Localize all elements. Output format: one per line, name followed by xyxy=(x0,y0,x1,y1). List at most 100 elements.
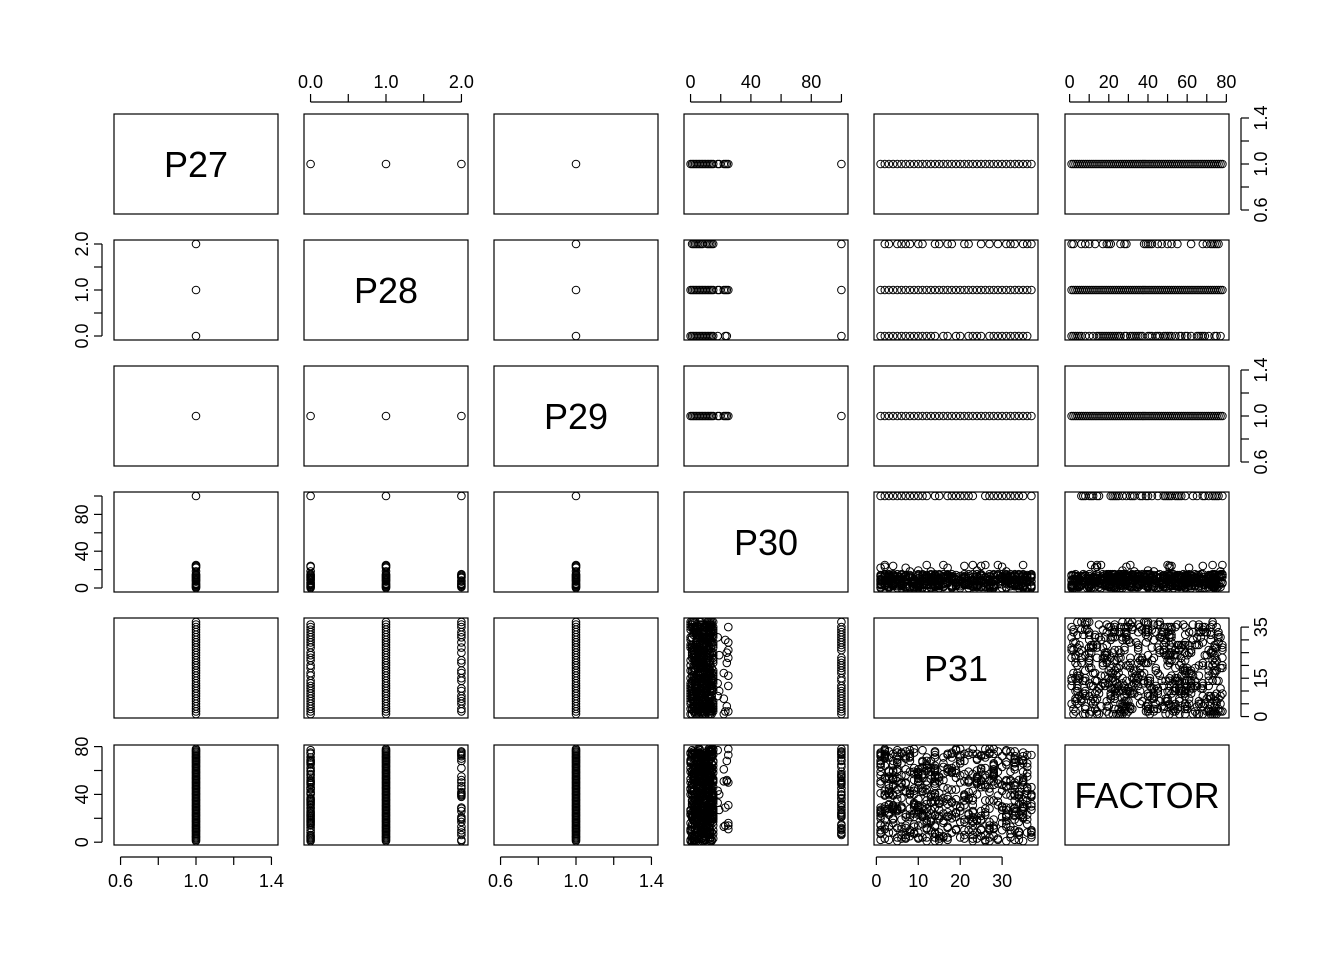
data-point xyxy=(1192,331,1202,341)
data-point xyxy=(876,491,885,501)
data-point xyxy=(696,696,706,706)
data-point xyxy=(880,491,890,501)
data-point xyxy=(1010,411,1020,421)
tick-label: 0.6 xyxy=(488,871,513,891)
data-point xyxy=(1088,577,1098,586)
data-point xyxy=(1175,285,1184,295)
data-point xyxy=(695,699,704,709)
data-point xyxy=(1149,567,1159,576)
data-point xyxy=(708,653,718,663)
data-point xyxy=(686,411,695,421)
data-point xyxy=(1090,159,1100,169)
data-point xyxy=(918,745,927,755)
data-point xyxy=(1027,239,1036,249)
panel-FACTOR-vs-P31 xyxy=(873,744,1039,846)
data-point xyxy=(1206,411,1215,421)
data-point xyxy=(837,331,846,341)
data-point xyxy=(721,635,730,645)
data-point xyxy=(909,580,919,589)
data-point xyxy=(306,633,315,642)
data-point xyxy=(985,239,994,249)
data-point xyxy=(306,650,315,660)
panel-FACTOR-vs-P27 xyxy=(113,744,279,846)
tick-label: 0 xyxy=(1251,712,1271,722)
panel-P29-vs-P29: P29 xyxy=(493,365,659,467)
tick-label: 60 xyxy=(1177,72,1197,92)
panel-P30-vs-P27 xyxy=(113,491,279,593)
data-point xyxy=(714,650,724,660)
data-point xyxy=(897,580,906,590)
data-point xyxy=(687,676,697,686)
data-point xyxy=(705,635,715,645)
panel-P31-vs-P31: P31 xyxy=(873,617,1039,719)
data-point xyxy=(1110,285,1119,295)
tick-label: 20 xyxy=(1099,72,1119,92)
data-point xyxy=(1186,159,1196,169)
data-point xyxy=(939,579,948,588)
data-point xyxy=(993,580,1003,589)
data-point xyxy=(1124,159,1133,169)
data-point xyxy=(191,650,201,660)
data-point xyxy=(1022,331,1032,341)
data-point xyxy=(571,694,581,704)
tick-label: 0.0 xyxy=(298,72,323,92)
data-point xyxy=(381,704,391,714)
data-point xyxy=(930,159,940,169)
data-point xyxy=(191,694,201,704)
data-point xyxy=(696,673,706,683)
data-point xyxy=(708,656,718,665)
data-point xyxy=(1022,411,1032,421)
variable-label: P27 xyxy=(164,144,228,185)
data-point xyxy=(981,560,990,570)
data-point xyxy=(1143,331,1153,341)
panel-P27-vs-P30 xyxy=(683,113,849,215)
data-point xyxy=(1206,571,1215,581)
data-point xyxy=(306,691,315,701)
data-point xyxy=(1218,560,1227,570)
data-point xyxy=(1002,239,1011,249)
data-point xyxy=(1122,239,1131,249)
data-point xyxy=(1171,331,1180,341)
data-point xyxy=(943,491,952,501)
data-point xyxy=(702,656,712,665)
data-point xyxy=(897,239,906,249)
data-point xyxy=(702,666,712,675)
tick-label: 1.0 xyxy=(183,871,208,891)
data-point xyxy=(880,572,890,582)
data-point xyxy=(893,331,902,341)
tick-label: 0.6 xyxy=(108,871,133,891)
data-point xyxy=(976,581,986,591)
data-point xyxy=(1090,563,1100,573)
panel-FACTOR-vs-P29 xyxy=(493,744,659,846)
data-point xyxy=(976,239,986,249)
data-point xyxy=(837,159,846,169)
data-point xyxy=(884,159,894,169)
data-point xyxy=(905,159,915,169)
panel-frame xyxy=(683,491,849,593)
data-point xyxy=(964,331,973,341)
data-point xyxy=(909,491,919,501)
data-point xyxy=(1018,836,1028,846)
data-point xyxy=(457,684,466,693)
data-point xyxy=(381,633,391,642)
data-point xyxy=(1018,560,1028,570)
data-point xyxy=(1218,689,1227,698)
data-point xyxy=(714,159,724,169)
data-point xyxy=(897,159,906,169)
data-point xyxy=(696,684,706,693)
data-point xyxy=(939,159,948,169)
data-point xyxy=(837,704,846,714)
panel-P31-vs-FACTOR xyxy=(1064,617,1230,719)
data-point xyxy=(964,285,973,295)
data-point xyxy=(381,645,391,655)
data-point xyxy=(1194,583,1204,593)
data-point xyxy=(381,650,391,660)
data-point xyxy=(926,575,936,585)
data-point xyxy=(997,571,1007,581)
data-point xyxy=(381,622,391,632)
data-point xyxy=(571,563,581,573)
data-point xyxy=(571,583,581,593)
panel-P30-vs-FACTOR xyxy=(1064,491,1230,593)
data-point xyxy=(708,331,718,341)
data-point xyxy=(1218,572,1227,582)
